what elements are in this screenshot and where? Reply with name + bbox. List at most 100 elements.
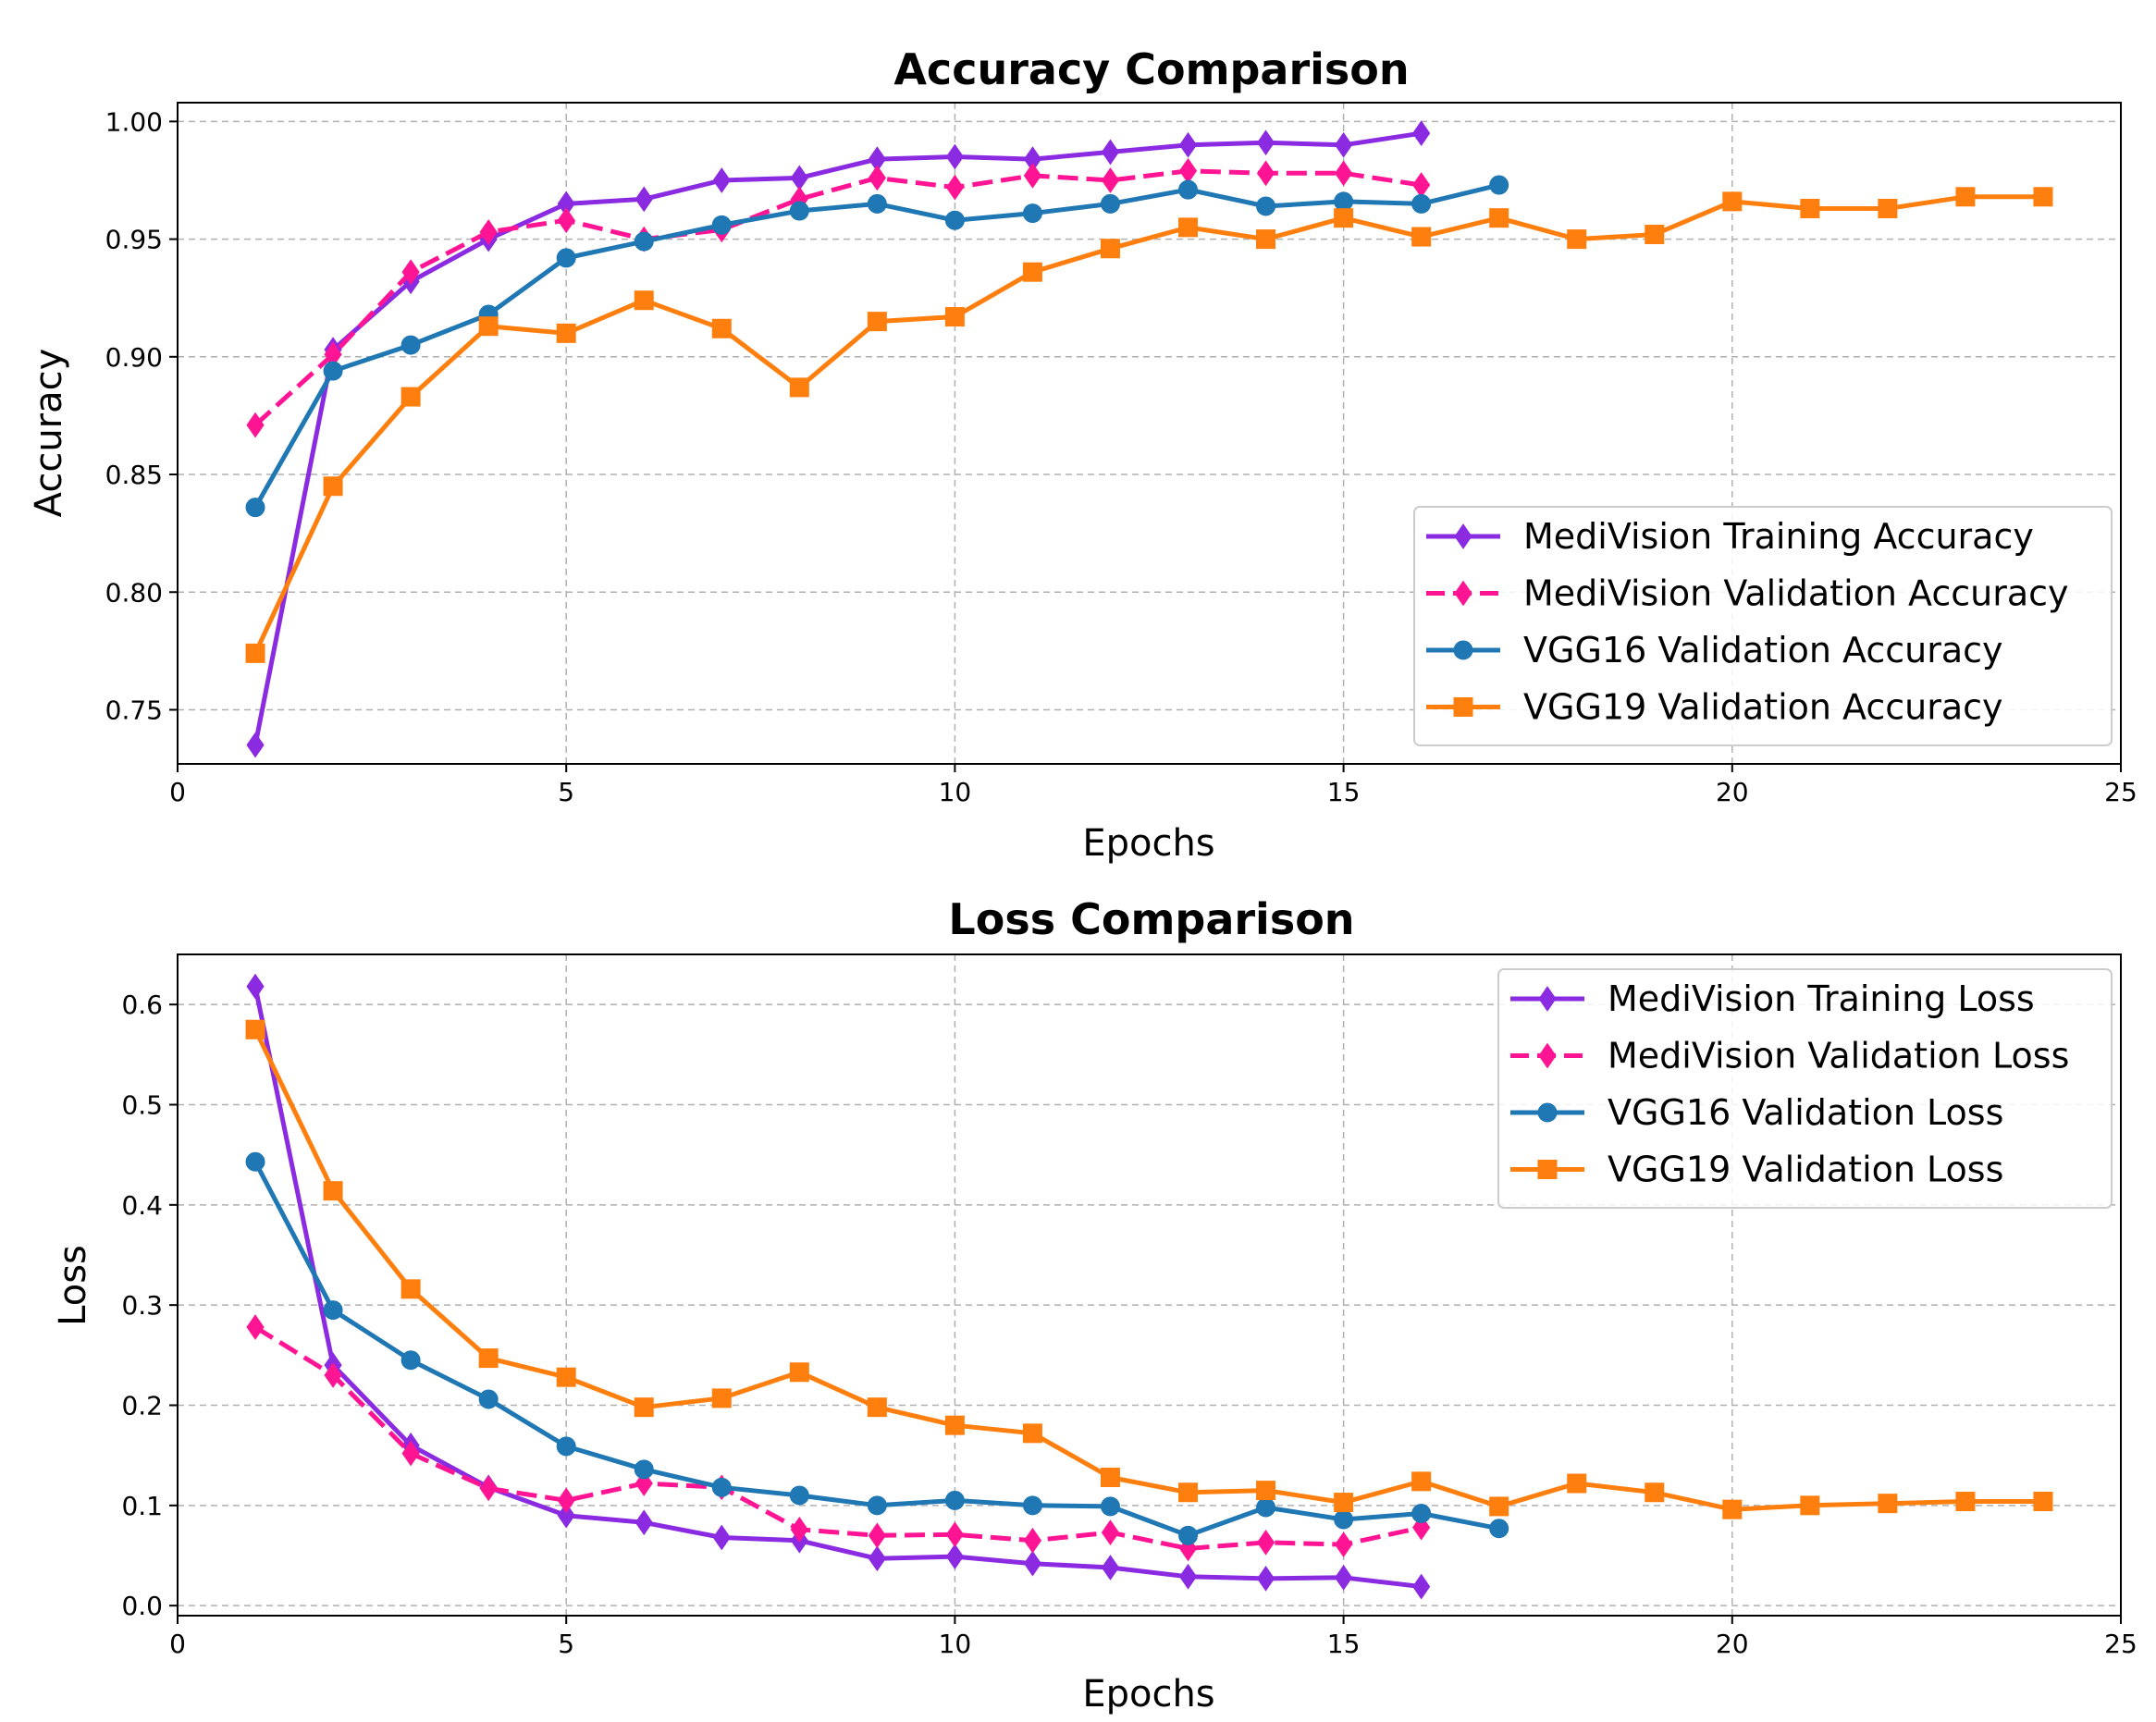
- loss-y-tick-label: 0.6: [121, 990, 163, 1020]
- loss-series-vgg19-validation-loss-point: [2033, 1492, 2053, 1511]
- loss-series-vgg19-validation-loss-point: [1411, 1471, 1432, 1492]
- loss-legend-entry-medivision-training-loss: MediVision Training Loss: [1510, 978, 2035, 1019]
- loss-series-vgg19-validation-loss-point: [1178, 1482, 1199, 1503]
- accuracy-legend-entry-medivision-validation-accuracy: MediVision Validation Accuracy: [1426, 573, 2069, 614]
- loss-series-vgg16-validation-loss-point: [1411, 1504, 1432, 1523]
- loss-series-vgg16-validation-loss-point: [789, 1485, 809, 1506]
- accuracy-series-vgg19-validation-accuracy-point: [1334, 208, 1354, 228]
- loss-legend-entry-vgg19-validation-loss: VGG19 Validation Loss: [1510, 1150, 2003, 1190]
- accuracy-series-vgg19-validation-accuracy-point: [1645, 224, 1665, 244]
- accuracy-series-medivision-validation-accuracy-point: [246, 412, 265, 438]
- accuracy-series-medivision-validation-accuracy-point: [1101, 167, 1120, 193]
- accuracy-series-vgg19-validation-accuracy-point: [1955, 187, 1976, 207]
- accuracy-x-tick-label: 10: [939, 777, 972, 807]
- loss-series-medivision-validation-loss-point: [246, 1314, 265, 1340]
- accuracy-series: [245, 120, 2053, 758]
- loss-series-medivision-training-loss-point: [1412, 1573, 1431, 1600]
- loss-series-vgg16-validation-loss-point: [1334, 1509, 1354, 1530]
- accuracy-legend-box: [1413, 506, 2113, 746]
- accuracy-series-vgg16-validation-accuracy: [245, 175, 1509, 518]
- accuracy-series-vgg19-validation-accuracy: [245, 187, 2053, 663]
- loss-series: [245, 973, 2053, 1600]
- loss-series-medivision-training-loss-point: [557, 1502, 575, 1529]
- loss-series-vgg16-validation-loss-point: [634, 1459, 654, 1480]
- accuracy-series-vgg19-validation-accuracy-point: [711, 318, 732, 338]
- accuracy-y-tick-label: 0.75: [105, 695, 163, 725]
- accuracy-series-medivision-validation-accuracy-line: [253, 168, 1422, 427]
- accuracy-chart: Accuracy Comparison 0 5 10 15 20 25 0.75 0.80 0.…: [28, 44, 2138, 865]
- accuracy-legend-entry-medivision-training-accuracy-label: MediVision Training Accuracy: [1523, 516, 2034, 557]
- loss-series-medivision-validation-loss-point: [1023, 1527, 1042, 1554]
- accuracy-x-tick-label: 20: [1716, 777, 1749, 807]
- accuracy-series-vgg19-validation-accuracy-point: [478, 316, 499, 337]
- loss-series-vgg19-validation-loss: [245, 1019, 2053, 1519]
- loss-series-medivision-training-loss-point: [1334, 1564, 1353, 1591]
- loss-series-vgg16-validation-loss-point: [556, 1436, 576, 1457]
- loss-series-vgg19-validation-loss-point: [1645, 1482, 1665, 1503]
- accuracy-series-medivision-validation-accuracy-point: [557, 207, 575, 234]
- loss-x-axis-label: Epochs: [1082, 1673, 1214, 1716]
- accuracy-y-tick-label: 0.90: [105, 342, 163, 373]
- loss-y-tick-label: 0.5: [121, 1090, 163, 1121]
- accuracy-series-vgg19-validation-accuracy-point: [1178, 217, 1199, 238]
- loss-legend-entry-medivision-validation-loss: MediVision Validation Loss: [1510, 1036, 2069, 1076]
- loss-y-tick-label: 0.0: [121, 1591, 163, 1621]
- accuracy-series-vgg16-validation-accuracy-point: [1256, 196, 1276, 216]
- loss-series-vgg19-validation-loss-point: [245, 1019, 265, 1039]
- accuracy-series-medivision-training-accuracy-point: [1412, 120, 1431, 146]
- accuracy-axes-frame: [177, 102, 2122, 765]
- accuracy-y-tick-label: 1.00: [105, 106, 163, 137]
- accuracy-series-medivision-validation-accuracy-point: [1256, 160, 1275, 187]
- accuracy-series-medivision-training-accuracy-line: [253, 130, 1422, 746]
- accuracy-legend-entry-vgg16-validation-accuracy: VGG16 Validation Accuracy: [1426, 630, 2003, 670]
- loss-series-medivision-training-loss: [246, 973, 1431, 1600]
- accuracy-x-tick-label: 5: [558, 777, 574, 807]
- accuracy-series-vgg16-validation-accuracy-point: [1411, 193, 1432, 214]
- loss-series-medivision-validation-loss-point: [868, 1522, 886, 1549]
- loss-series-vgg19-validation-loss-point: [789, 1362, 809, 1383]
- loss-series-vgg19-validation-loss-point: [400, 1279, 421, 1299]
- accuracy-series-medivision-training-accuracy-point: [945, 143, 965, 170]
- accuracy-x-tick-label: 15: [1327, 777, 1361, 807]
- accuracy-series-vgg19-validation-accuracy-point: [2033, 187, 2053, 207]
- loss-series-vgg19-validation-loss-point: [944, 1415, 965, 1435]
- accuracy-series-vgg19-validation-accuracy-point: [1878, 199, 1898, 219]
- accuracy-series-vgg16-validation-accuracy-point: [1489, 175, 1509, 195]
- accuracy-series-vgg19-validation-accuracy-point: [944, 307, 965, 327]
- loss-legend-entry-medivision-validation-loss-label: MediVision Validation Loss: [1608, 1036, 2069, 1076]
- accuracy-series-vgg19-validation-accuracy-point: [1100, 239, 1120, 259]
- loss-series-medivision-validation-loss-point: [1334, 1531, 1353, 1557]
- accuracy-series-vgg19-validation-accuracy-point: [1567, 229, 1587, 250]
- loss-series-vgg19-validation-loss-point: [1800, 1495, 1820, 1516]
- accuracy-series-vgg16-validation-accuracy-point: [1334, 191, 1354, 212]
- accuracy-series-vgg16-validation-accuracy-point: [634, 231, 654, 252]
- loss-series-medivision-training-loss-point: [712, 1524, 731, 1551]
- loss-legend-entry-vgg16-validation-loss-label: VGG16 Validation Loss: [1608, 1092, 2003, 1133]
- loss-x-tick-label: 0: [169, 1629, 186, 1659]
- loss-series-medivision-validation-loss-point: [790, 1516, 808, 1543]
- loss-series-vgg16-validation-loss-point: [711, 1477, 732, 1497]
- loss-series-vgg16-validation-loss-point: [323, 1300, 343, 1321]
- accuracy-series-medivision-training-accuracy-point: [712, 167, 731, 193]
- loss-y-tick-label: 0.1: [121, 1491, 163, 1521]
- loss-legend-entry-vgg16-validation-loss-marker: [1537, 1102, 1558, 1123]
- accuracy-series-vgg16-validation-accuracy-point: [867, 193, 887, 214]
- accuracy-series-vgg19-validation-accuracy-point: [789, 377, 809, 398]
- accuracy-series-vgg16-validation-accuracy-point: [1022, 203, 1042, 224]
- loss-legend-entry-medivision-training-loss-label: MediVision Training Loss: [1608, 978, 2035, 1019]
- accuracy-series-vgg16-validation-accuracy-point: [1178, 179, 1199, 200]
- loss-series-medivision-training-loss-point: [945, 1544, 965, 1569]
- accuracy-series-vgg19-validation-accuracy-point: [1022, 262, 1042, 282]
- loss-series-vgg19-validation-loss-point: [556, 1367, 576, 1387]
- loss-series-vgg19-validation-loss-point: [1100, 1468, 1120, 1487]
- loss-series-vgg16-validation-loss-point: [1100, 1496, 1120, 1517]
- accuracy-series-medivision-training-accuracy-point: [246, 732, 265, 758]
- accuracy-series-medivision-training-accuracy-point: [1178, 131, 1198, 158]
- loss-series-medivision-validation-loss: [246, 1314, 1431, 1562]
- loss-chart: Loss Comparison 0 5 10 15 20 25 0.0 0.1 0.2 0.3 0.…: [52, 894, 2138, 1716]
- accuracy-x-tick-label: 0: [169, 777, 186, 807]
- loss-series-medivision-validation-loss-point: [945, 1521, 965, 1548]
- loss-y-tick-label: 0.2: [121, 1391, 163, 1421]
- accuracy-series-medivision-training-accuracy-point: [1256, 129, 1275, 156]
